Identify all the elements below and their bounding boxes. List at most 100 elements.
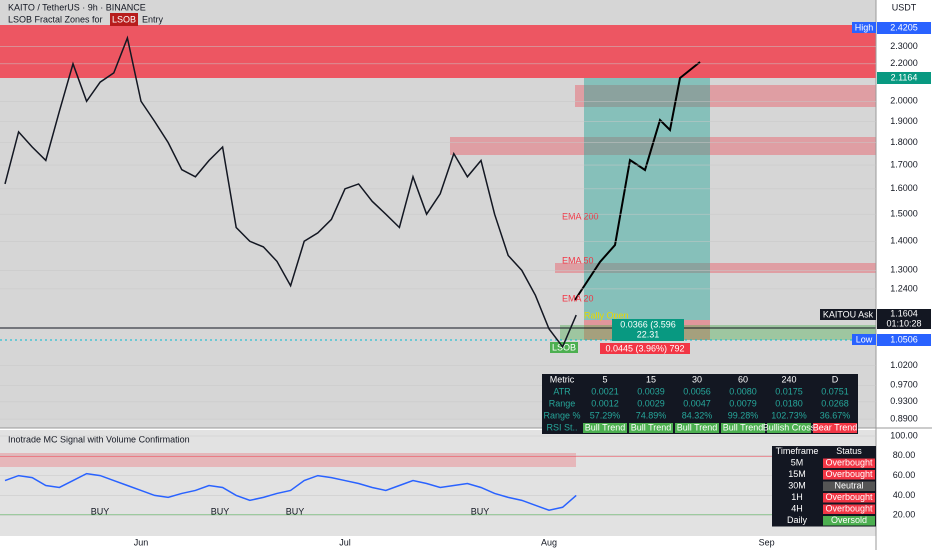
table-cell [629,423,673,433]
table-text: 0.0029 [637,398,665,408]
table-cell [823,493,875,503]
stop-label: 0.0445 (3.96%) 792 [605,343,684,353]
x-tick-label: Aug [541,537,557,547]
table-text: 0.0012 [591,398,619,408]
target-box [584,78,710,320]
y-tick-label: 1.3000 [890,265,918,275]
lsob-tag: LSOB [552,342,576,352]
table-text: 0.0180 [775,398,803,408]
table-text: Status [836,446,862,456]
oscillator-title: Inotrade MC Signal with Volume Confirmat… [8,434,190,444]
table-text: 0.0039 [637,386,665,396]
position-label: 0.0366 (3.596 [620,319,676,329]
y-tick-label: 2.2000 [890,58,918,68]
x-tick-label: Sep [759,537,775,547]
y-tick-label: 1.0200 [890,360,918,370]
table-cell [813,423,857,433]
table-text: 0.0268 [821,398,849,408]
table-cell [721,423,765,433]
y-tick-label: 20.00 [893,510,916,520]
position-box [612,319,684,341]
tag-box [110,13,138,26]
table-text: 240 [781,374,796,384]
badge-text: 1.1604 [890,308,918,318]
y-tick-label: 1.8000 [890,137,918,147]
badge [820,309,876,320]
table-text: 15M [788,469,806,479]
chart-title: KAITO / TetherUS · 9h · BINANCE [8,2,146,12]
table-text: Metric [550,374,575,384]
badge [877,334,931,346]
price-line [4,472,577,512]
table-text: 30 [692,374,702,384]
y-tick-label: 1.6000 [890,183,918,193]
badge [852,334,876,345]
table-cell [823,470,875,480]
table-text: Overbought [825,504,873,514]
table-text: 0.0047 [683,398,711,408]
supply-zone [555,263,876,273]
table-text: 0.0079 [729,398,757,408]
table-text: 74.89% [636,410,667,420]
y-tick-label: 100.00 [890,430,918,440]
y-tick-label: 2.3000 [890,41,918,51]
badge-text: 01:10:28 [886,318,921,328]
table-text: 36.67% [820,410,851,420]
badge-text: 2.4205 [890,22,918,32]
y-tick-label: 1.2400 [890,283,918,293]
demand-zone [560,325,876,340]
price-line [4,35,577,349]
entry-text: Entry [142,14,164,24]
y-tick-label: 1.7000 [890,159,918,169]
table-text: Bear Trend [813,422,858,432]
ema-label: EMA 50 [562,255,594,265]
y-tick-label: 1.5000 [890,209,918,219]
table-text: 0.0175 [775,386,803,396]
signal-label: BUY [211,506,230,516]
badge [852,22,876,33]
table-cell [823,458,875,468]
badge-text: High [855,22,874,32]
y-tick-label: 2.0000 [890,96,918,106]
currency: USDT [892,2,917,12]
projection-path [574,61,701,301]
table-cell [823,516,875,526]
y-tick-label: 40.00 [893,490,916,500]
badge-text: 1.0506 [890,334,918,344]
table-text: Bull Trend [723,422,764,432]
y-tick-label: 0.8900 [890,413,918,423]
supply-zone [0,25,876,78]
table-text: Bullish Cross [763,422,816,432]
table-text: 15 [646,374,656,384]
oscillator-pane [0,430,876,536]
table-text: 5M [791,458,804,468]
badge [877,309,931,329]
y-tick-label: 0.9300 [890,396,918,406]
rally-label: Rally Open [584,310,629,320]
table-text: Overbought [825,469,873,479]
table-text: 99.28% [728,410,759,420]
table-cell [675,423,719,433]
badge [877,22,931,34]
table-text: 1H [791,492,803,502]
badge-text: Low [856,334,873,344]
table-text: Overbought [825,492,873,502]
entry-tag: LSOB [112,14,136,24]
table-text: ATR [553,386,571,396]
table-cell [583,423,627,433]
badge-text: 2.1164 [891,72,918,82]
table-text: Neutral [834,481,863,491]
y-tick-label: 1.9000 [890,116,918,126]
table-text: D [832,374,839,384]
badge [877,72,931,84]
signal-label: BUY [471,506,490,516]
table-text: 84.32% [682,410,713,420]
table-cell [823,481,875,491]
ema-label: EMA 20 [562,293,594,303]
table-text: 4H [791,504,803,514]
table-text: 0.0056 [683,386,711,396]
tag-box [550,342,578,353]
table-text: RSI St.. [546,422,577,432]
y-tick-label: 60.00 [893,470,916,480]
badge-text: KAITOU Ask [823,309,874,319]
